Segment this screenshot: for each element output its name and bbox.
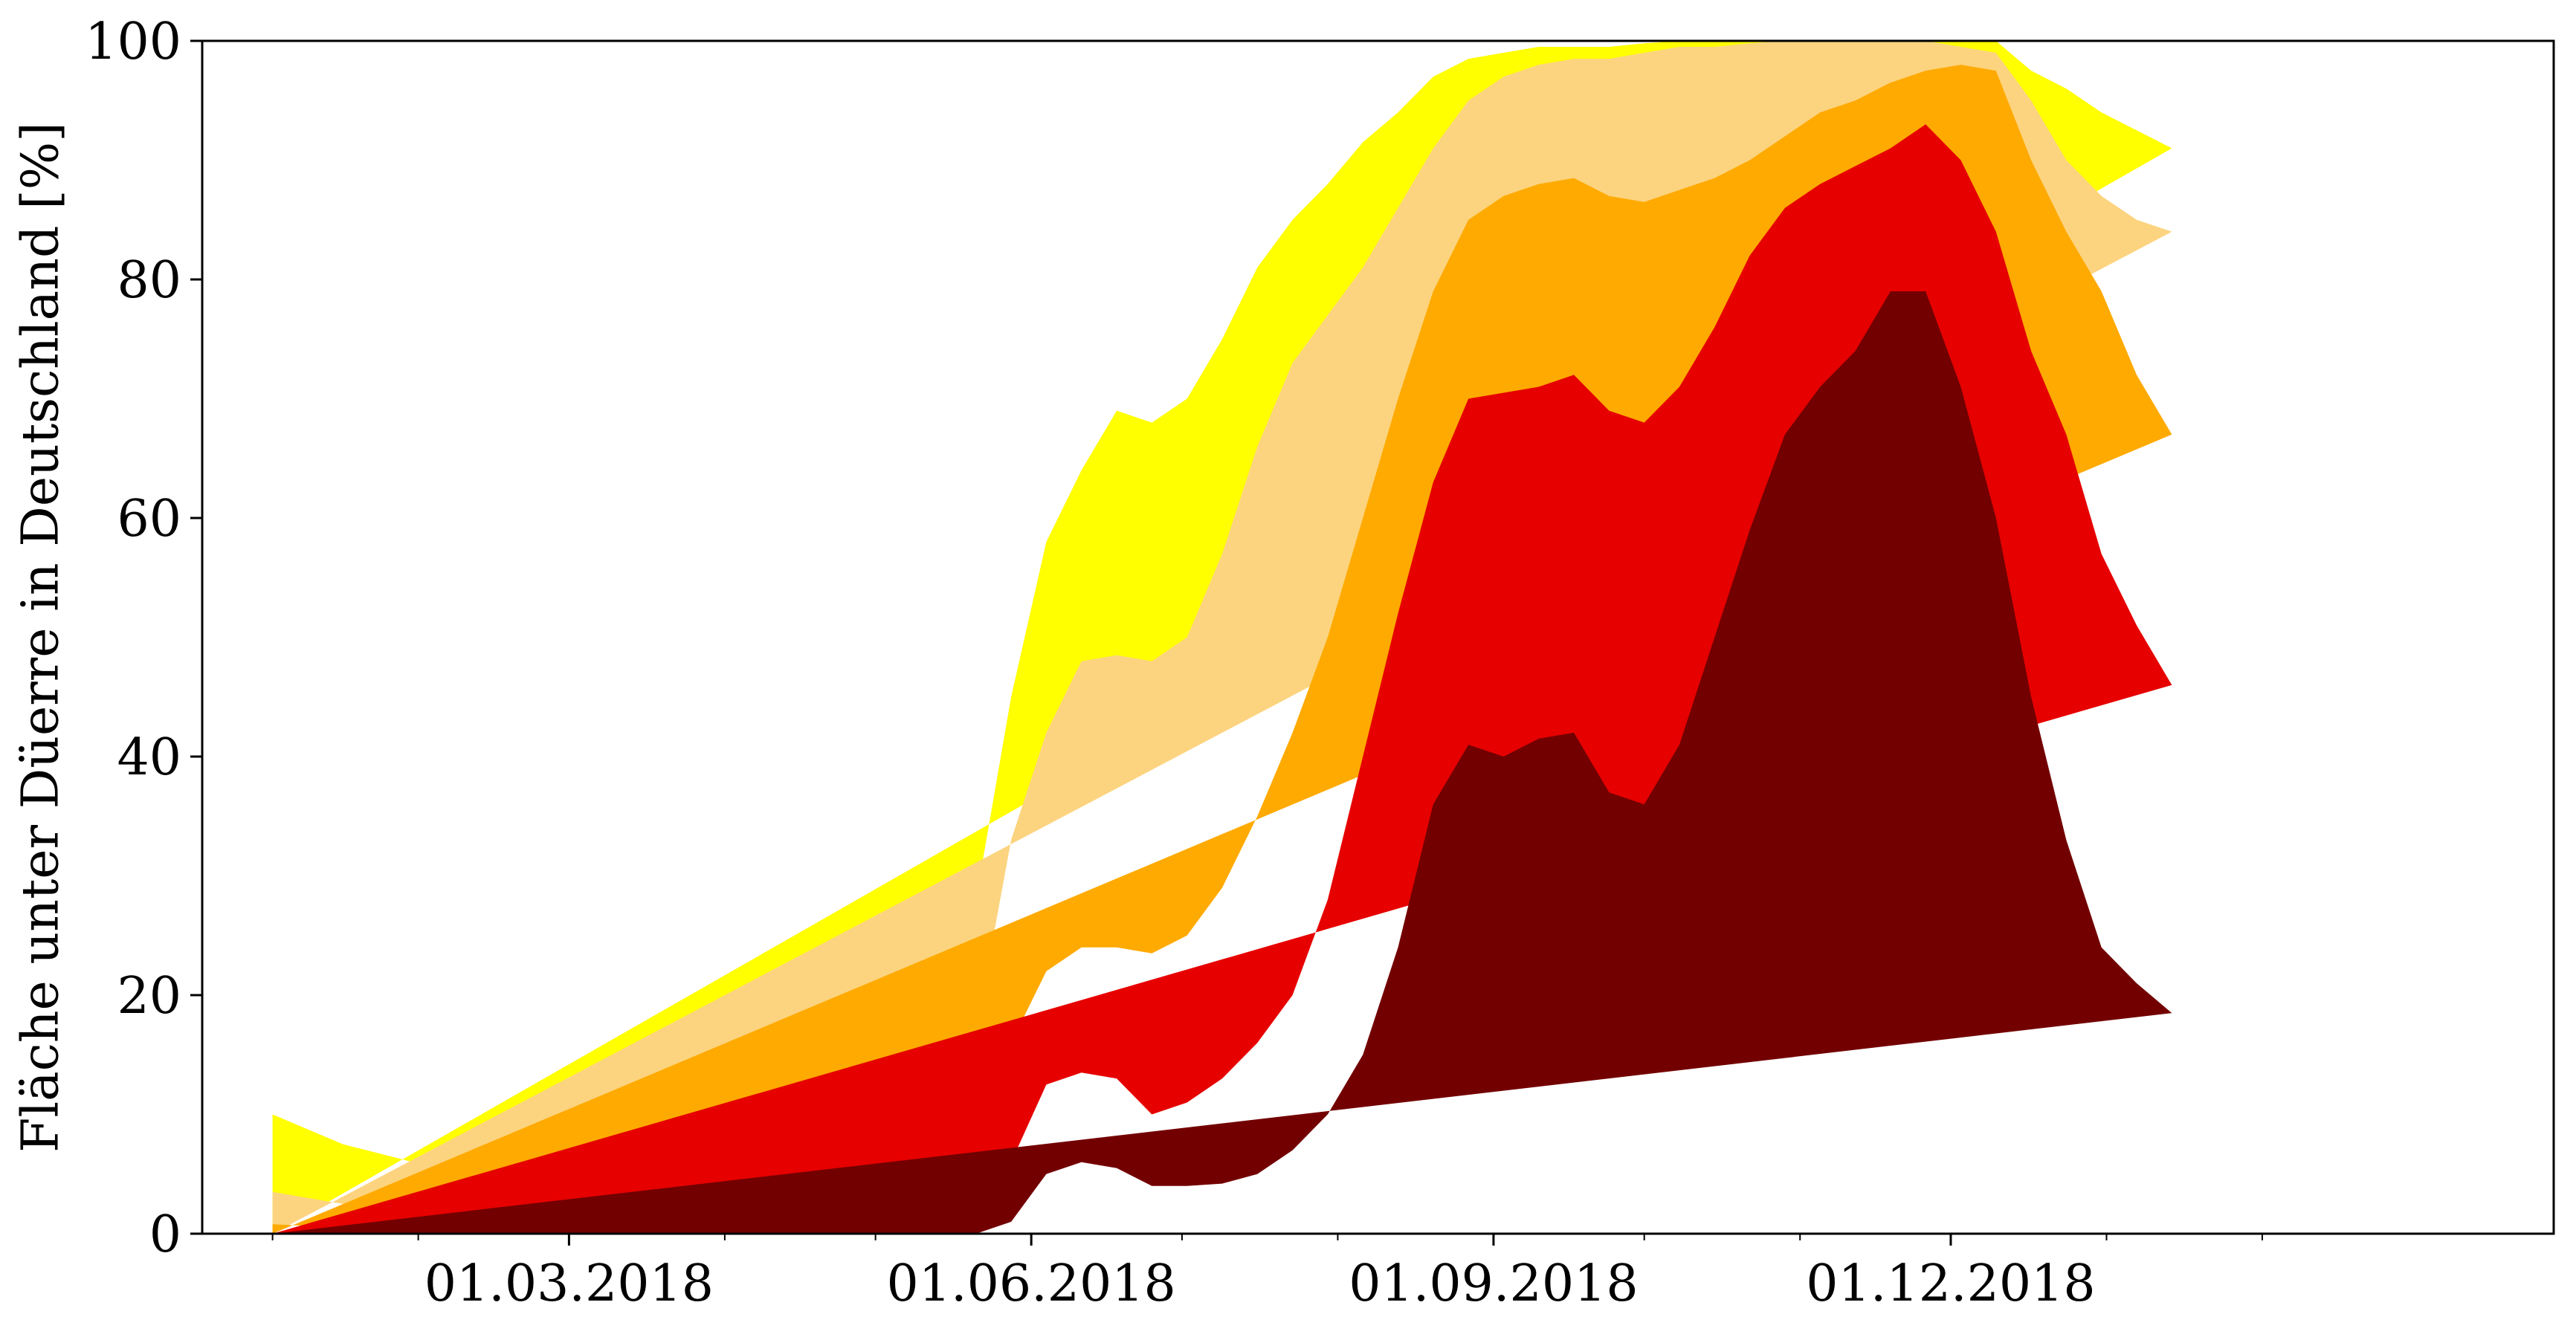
y-axis: 0 20 40 60 80 100 [85, 13, 202, 1264]
y-tick-label-80: 80 [117, 251, 181, 310]
y-tick-label-20: 20 [117, 967, 181, 1026]
y-axis-title: Fläche unter Düerre in Deutschland [%] [12, 122, 71, 1153]
y-tick-label-100: 100 [85, 13, 181, 71]
y-tick-label-60: 60 [117, 490, 181, 548]
x-tick-label-0: 01.03.2018 [425, 1255, 714, 1313]
x-axis: 01.03.2018 01.06.2018 01.09.2018 01.12.2018 [271, 1234, 2264, 1313]
plot-frame [201, 39, 2555, 1235]
y-tick-label-0: 0 [149, 1205, 181, 1264]
area-d4 [272, 291, 2172, 1234]
x-tick-label-3: 01.12.2018 [1806, 1255, 2095, 1313]
series-areas [272, 41, 2172, 1234]
x-tick-label-1: 01.06.2018 [886, 1255, 1175, 1313]
x-tick-label-2: 01.09.2018 [1349, 1255, 1638, 1313]
area-d3 [272, 124, 2172, 1234]
y-tick-label-40: 40 [117, 728, 181, 787]
